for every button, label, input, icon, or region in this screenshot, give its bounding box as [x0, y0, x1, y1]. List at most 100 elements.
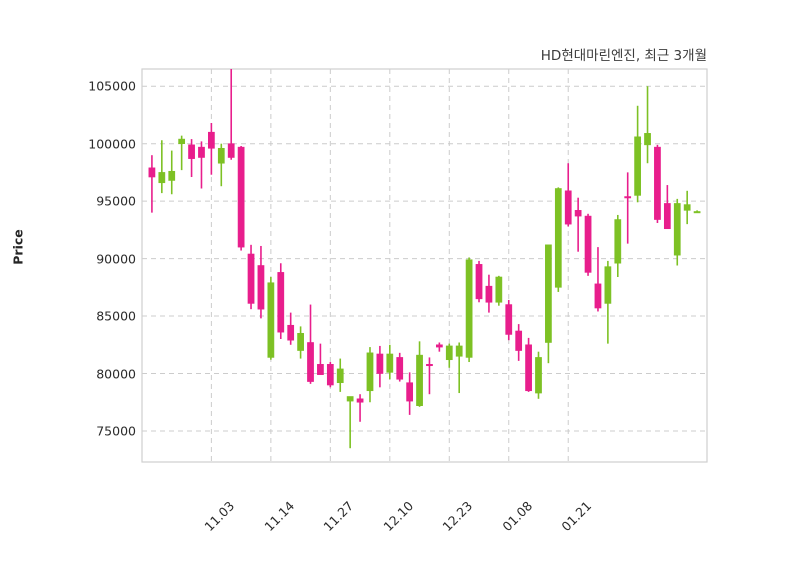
candle-body [594, 283, 602, 309]
candle-body [644, 133, 651, 146]
candle-body [445, 345, 453, 361]
candle-body [317, 364, 324, 375]
y-tick-label: 95000 [96, 193, 136, 209]
candle-up [336, 358, 344, 392]
y-tick-label: 90000 [96, 251, 136, 267]
candle-up [545, 244, 552, 364]
candle-down [317, 343, 324, 375]
candle-up [455, 342, 463, 394]
axis-frame [141, 68, 708, 463]
candle-up [614, 214, 622, 277]
candle-body [247, 253, 255, 304]
candle-down [257, 245, 265, 319]
chart-title: HD현대마린엔진, 최근 3개월 [540, 48, 707, 64]
candle-body [148, 167, 156, 178]
candle-body [297, 332, 304, 351]
candle-body [257, 265, 265, 310]
candle-body [356, 398, 364, 403]
candle-body [178, 138, 186, 144]
candle-body [435, 344, 443, 348]
candle-body [277, 272, 285, 333]
candle-body [693, 211, 701, 214]
y-tick-label: 105000 [88, 78, 136, 94]
candle-down [237, 145, 245, 251]
candle-body [396, 357, 404, 380]
candle-body [673, 203, 681, 256]
candle-body [386, 353, 394, 373]
candle-body [237, 146, 245, 248]
candle-body [505, 304, 513, 335]
candle-down [594, 247, 602, 312]
candle-down [584, 213, 592, 276]
candle-body [465, 259, 473, 358]
candle-body [634, 136, 641, 196]
candle-body [376, 353, 384, 374]
y-tick-label: 85000 [96, 308, 136, 324]
candle-up [673, 198, 681, 266]
candle-body [554, 188, 562, 288]
candle-down [663, 185, 671, 230]
candle-up [604, 260, 612, 344]
candle-body [188, 144, 195, 159]
candle-body [426, 364, 433, 367]
candle-down [307, 304, 314, 384]
candle-body [217, 147, 225, 164]
candle-down [326, 362, 334, 388]
candle-body [227, 143, 235, 158]
candle-down [564, 163, 572, 227]
candle-down [525, 337, 532, 392]
grid-layer [142, 69, 707, 462]
candle-body [346, 396, 354, 402]
candle-down [277, 263, 285, 340]
candle-body [604, 266, 612, 304]
candle-body [416, 354, 423, 406]
candle-down [574, 197, 582, 252]
candle-down [485, 274, 493, 313]
y-tick-label: 80000 [96, 366, 136, 382]
candle-up [386, 344, 394, 380]
candle-up [267, 276, 275, 360]
candle-down [654, 144, 661, 223]
candle-down [515, 324, 523, 361]
candle-up [178, 135, 186, 171]
candle-down [426, 357, 433, 395]
candle-down [396, 352, 404, 382]
candle-body [614, 219, 622, 264]
candle-up [554, 187, 562, 292]
candle-down [227, 69, 235, 160]
candle-body [366, 352, 374, 392]
candle-down [356, 394, 364, 422]
candle-body [168, 170, 176, 181]
candle-up [644, 86, 651, 164]
candle-up [465, 257, 473, 363]
candle-up [297, 326, 304, 359]
candle-body [545, 244, 552, 343]
candle-up [158, 140, 166, 194]
candle-body [535, 357, 542, 394]
candle-body [584, 215, 592, 273]
plot-border [141, 68, 708, 463]
candle-down [247, 244, 255, 310]
candle-body [495, 276, 503, 303]
candle-up [683, 190, 691, 225]
y-tick-label: 75000 [96, 423, 136, 439]
y-tick-label: 100000 [88, 136, 136, 152]
candle-body [406, 382, 414, 402]
candle-body [198, 146, 205, 158]
candle-body [307, 342, 314, 382]
candle-body [525, 344, 532, 392]
candle-body [287, 324, 295, 341]
candle-up [168, 150, 176, 195]
candle-up [366, 347, 374, 403]
candle-body [654, 146, 661, 220]
candle-body [515, 330, 523, 351]
candle-down [287, 312, 295, 345]
candle-body [455, 345, 463, 357]
candle-up [346, 396, 354, 449]
candle-body [574, 210, 582, 217]
candle-body [683, 204, 691, 211]
candle-body [208, 131, 215, 149]
candle-body [564, 190, 572, 225]
candle-body [336, 368, 344, 384]
